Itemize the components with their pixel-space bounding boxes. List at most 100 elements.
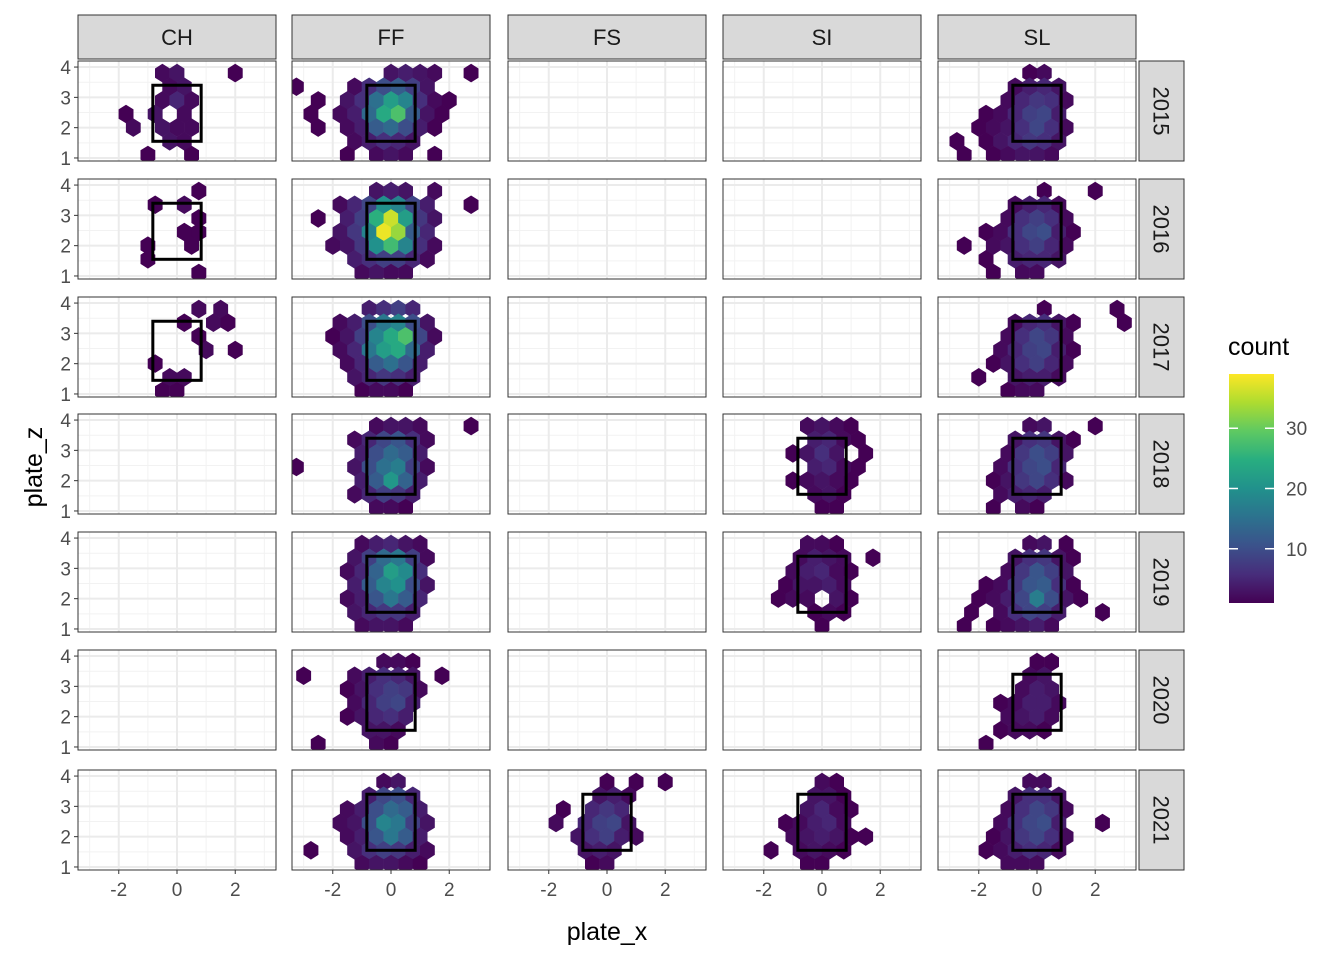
hex-bin bbox=[376, 340, 392, 360]
panel-border bbox=[291, 296, 491, 398]
hex-bin bbox=[829, 534, 844, 554]
strike-zone-box bbox=[1011, 83, 1063, 143]
panel-border bbox=[937, 296, 1137, 398]
hex-bin bbox=[1036, 104, 1052, 124]
panel-border bbox=[77, 413, 277, 515]
hex-bin bbox=[956, 145, 972, 161]
hex-bin bbox=[376, 652, 392, 672]
hex-bin bbox=[383, 734, 399, 750]
hex-bin bbox=[829, 827, 844, 846]
hex-bin bbox=[1036, 534, 1052, 554]
hex-bin bbox=[829, 471, 844, 490]
hex-bin bbox=[339, 327, 355, 346]
panel-border bbox=[77, 531, 277, 633]
hex-bin bbox=[807, 575, 823, 595]
hex-bin bbox=[383, 91, 399, 110]
hex-bin bbox=[383, 589, 399, 608]
hex-bin bbox=[169, 91, 185, 110]
hex-bin bbox=[1095, 603, 1110, 622]
panel-grid bbox=[78, 650, 276, 750]
hex-bin bbox=[347, 457, 362, 477]
hex-bin bbox=[628, 772, 644, 792]
hex-bin bbox=[1036, 786, 1052, 805]
hex-bin bbox=[1036, 368, 1052, 387]
panel-border bbox=[77, 649, 277, 751]
hex-bin bbox=[1029, 327, 1045, 346]
panel-SI-2016 bbox=[722, 178, 922, 280]
hex-bin bbox=[398, 118, 413, 137]
hex-bin bbox=[310, 91, 326, 110]
hex-bin bbox=[985, 145, 1001, 161]
hex-bin bbox=[420, 222, 435, 242]
hex-bin bbox=[155, 118, 170, 137]
panel-SI-2021 bbox=[722, 769, 922, 871]
hex-bin bbox=[548, 813, 564, 833]
hex-bin bbox=[155, 63, 170, 83]
hex-bin bbox=[420, 841, 435, 860]
panel-SI-2019 bbox=[722, 531, 922, 633]
facet-strip-col-SI bbox=[722, 14, 922, 60]
hex-bin bbox=[427, 209, 443, 228]
panel-CH-2020 bbox=[77, 649, 277, 751]
x-tick-label: 2 bbox=[875, 880, 886, 901]
legend-tick-label: 20 bbox=[1286, 480, 1307, 501]
hex-bin bbox=[978, 104, 994, 124]
x-tick-label: -2 bbox=[755, 880, 772, 901]
hex-bin bbox=[1036, 416, 1052, 436]
hex-bin bbox=[1044, 827, 1059, 846]
hex-bin bbox=[369, 800, 384, 819]
hex-bin bbox=[412, 63, 428, 83]
hex-bin bbox=[814, 562, 830, 581]
y-tick-label: 1 bbox=[60, 149, 71, 170]
hex-bin bbox=[369, 209, 384, 228]
hex-bin bbox=[1116, 313, 1132, 332]
hex-bin bbox=[376, 299, 392, 319]
hex-bin bbox=[390, 548, 406, 567]
hex-bin bbox=[369, 498, 384, 514]
hex-bin bbox=[1044, 327, 1059, 346]
panel-border bbox=[291, 413, 491, 515]
hex-bin bbox=[398, 354, 413, 373]
hex-bin bbox=[420, 250, 435, 269]
facet-label-col-SI: SI bbox=[812, 25, 833, 50]
hex-bin bbox=[347, 132, 362, 151]
hex-bin bbox=[369, 589, 384, 608]
hex-bin bbox=[339, 145, 355, 161]
y-tick-label: 1 bbox=[60, 620, 71, 641]
panel-FS-2018 bbox=[507, 413, 707, 515]
hex-bin bbox=[829, 800, 844, 819]
hex-bin bbox=[347, 666, 362, 685]
hex-bin bbox=[376, 786, 392, 805]
hex-bin bbox=[1029, 444, 1045, 463]
hex-bin bbox=[339, 800, 355, 819]
panel-SI-2018 bbox=[722, 413, 922, 515]
facet-strip-col-CH bbox=[77, 14, 277, 60]
hex-bin bbox=[1022, 813, 1038, 833]
hex-bin bbox=[592, 813, 608, 833]
hex-bin bbox=[858, 827, 874, 846]
hex-bin bbox=[1066, 340, 1081, 360]
panel-border bbox=[77, 296, 277, 398]
hex-bin bbox=[332, 313, 348, 332]
hex-bin bbox=[162, 77, 178, 96]
hex-bin bbox=[169, 118, 185, 137]
hex-bin bbox=[162, 368, 178, 387]
hex-bin bbox=[390, 222, 406, 242]
hex-bin bbox=[383, 263, 399, 279]
strike-zone-box bbox=[1011, 436, 1063, 496]
y-tick-label: 4 bbox=[60, 529, 71, 550]
hex-bin bbox=[376, 222, 392, 242]
hex-bin bbox=[1022, 368, 1038, 387]
facet-label-row-2018: 2018 bbox=[1149, 440, 1174, 489]
hex-bin bbox=[1022, 786, 1038, 805]
hex-bin bbox=[420, 195, 435, 214]
panel-border bbox=[722, 60, 922, 162]
hex-bin bbox=[420, 575, 435, 595]
hex-bin bbox=[1029, 236, 1045, 255]
hex-bin bbox=[800, 800, 815, 819]
hex-bin bbox=[985, 236, 1001, 255]
hex-bin bbox=[1036, 772, 1052, 792]
hex-bin bbox=[978, 841, 994, 860]
facet-strip-col-FS bbox=[507, 14, 707, 60]
hex-bin bbox=[614, 800, 629, 819]
